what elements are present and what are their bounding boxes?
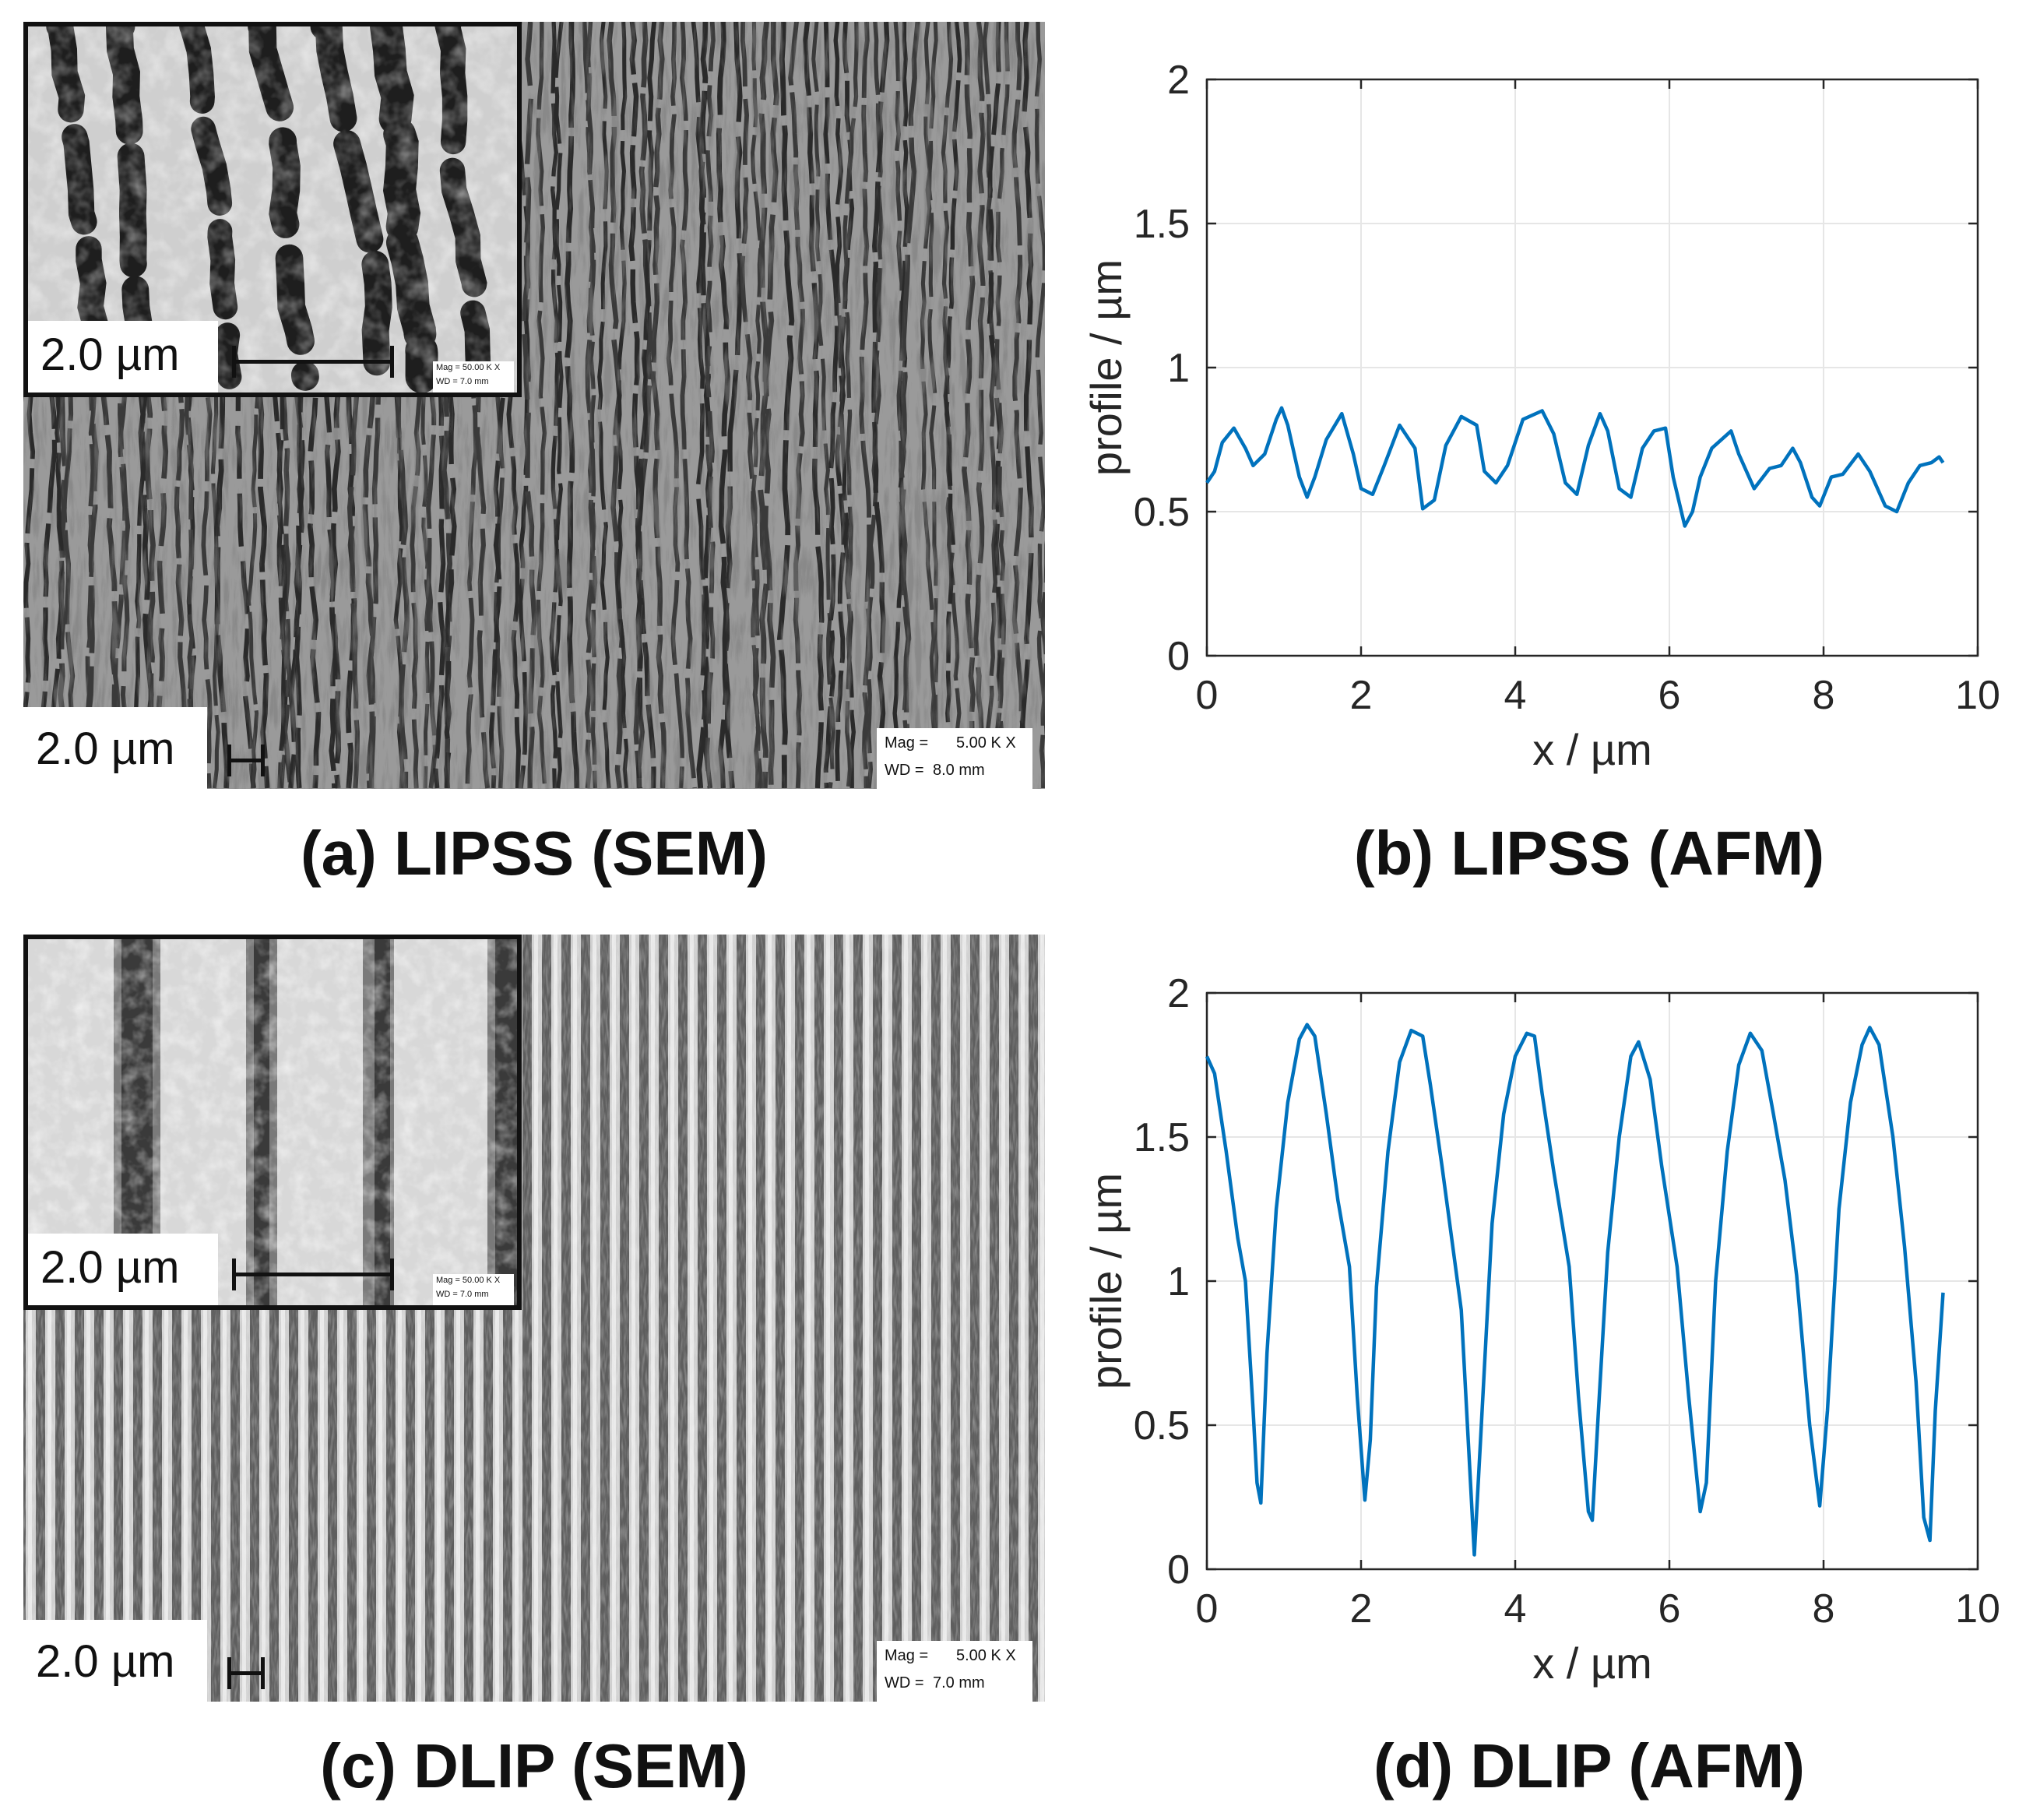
- x-tick-label: 6: [1658, 1586, 1681, 1632]
- inset-meta-box: [433, 361, 514, 393]
- caption-b: (b) LIPSS (AFM): [1353, 818, 1825, 888]
- main-scale-box: [23, 1620, 207, 1702]
- main-meta-wd-value: 8.0 mm: [933, 762, 985, 779]
- y-tick-label: 2: [1167, 58, 1190, 103]
- y-tick-label: 1: [1167, 1259, 1190, 1304]
- inset-meta-box: [433, 1274, 514, 1305]
- y-axis-label: profile / µm: [1082, 1173, 1131, 1389]
- main-meta-wd-label: WD =: [885, 762, 924, 779]
- x-tick-label: 8: [1813, 1586, 1835, 1632]
- caption-d: (d) DLIP (AFM): [1374, 1731, 1805, 1801]
- inset-meta-wd: WD = 7.0 mm: [436, 377, 489, 386]
- inset-meta-mag: Mag = 50.00 K X: [436, 363, 501, 372]
- y-axis-label: profile / µm: [1082, 259, 1131, 476]
- x-tick-label: 2: [1350, 1586, 1373, 1632]
- main-meta-mag-label: Mag =: [885, 1647, 929, 1664]
- x-tick-label: 4: [1504, 673, 1527, 718]
- x-axis-label: x / µm: [1532, 725, 1652, 774]
- x-tick-label: 2: [1350, 673, 1373, 718]
- x-tick-label: 0: [1196, 1586, 1219, 1632]
- profile-line: [1205, 1023, 1945, 1557]
- y-tick-label: 0.5: [1134, 1403, 1190, 1449]
- main-meta-box: [877, 728, 1032, 789]
- inset-scale-bar: [232, 346, 394, 378]
- x-tick-label: 10: [1955, 1586, 2000, 1632]
- main-meta-box: [877, 1641, 1032, 1702]
- main-meta-wd-label: WD =: [885, 1674, 924, 1692]
- y-tick-label: 0.5: [1134, 490, 1190, 535]
- x-axis-label: x / µm: [1532, 1639, 1652, 1688]
- main-scale-label: 2.0 µm: [36, 723, 175, 774]
- main-meta-mag-value: 5.00 K X: [956, 734, 1016, 752]
- y-tick-label: 0: [1167, 634, 1190, 679]
- profile-line: [1205, 406, 1945, 528]
- x-tick-label: 10: [1955, 673, 2000, 718]
- inset-scale-bar: [232, 1259, 394, 1290]
- x-tick-label: 0: [1196, 673, 1219, 718]
- caption-a: (a) LIPSS (SEM): [300, 818, 769, 888]
- inset-meta-wd: WD = 7.0 mm: [436, 1290, 489, 1299]
- main-scale-bar: [227, 1657, 265, 1689]
- main-scale-box: [23, 707, 207, 789]
- y-tick-label: 1.5: [1134, 202, 1190, 247]
- x-tick-label: 4: [1504, 1586, 1527, 1632]
- main-scale-bar: [227, 745, 265, 776]
- sem-inset-texture-dlip: [28, 939, 517, 1305]
- inset-scale-label: 2.0 µm: [40, 329, 180, 380]
- main-meta-mag-label: Mag =: [885, 734, 929, 752]
- main-meta-mag-value: 5.00 K X: [956, 1647, 1016, 1664]
- main-meta-wd-value: 7.0 mm: [933, 1674, 985, 1692]
- inset-scale-box: [28, 321, 218, 393]
- x-tick-label: 8: [1813, 673, 1835, 718]
- inset-meta-mag: Mag = 50.00 K X: [436, 1276, 501, 1285]
- inset-scale-label: 2.0 µm: [40, 1242, 180, 1293]
- x-tick-label: 6: [1658, 673, 1681, 718]
- y-tick-label: 2: [1167, 971, 1190, 1016]
- y-tick-label: 1: [1167, 346, 1190, 391]
- inset-scale-box: [28, 1234, 218, 1305]
- sem-inset-lipss: 2.0 µm Mag = 50.00 K X WD = 7.0 mm: [23, 22, 522, 397]
- main-scale-label: 2.0 µm: [36, 1636, 175, 1687]
- y-tick-label: 1.5: [1134, 1115, 1190, 1160]
- chart-lipss-afm: 0 2 4 6 8 10 0 0.5 1 1.5 2 x / µm profile / µm: [1082, 58, 2000, 774]
- sem-inset-dlip: 2.0 µm Mag = 50.00 K X WD = 7.0 mm: [23, 935, 522, 1310]
- y-tick-label: 0: [1167, 1547, 1190, 1593]
- caption-c: (c) DLIP (SEM): [320, 1731, 748, 1801]
- chart-dlip-afm: 0 2 4 6 8 10 0 0.5 1 1.5 2 x / µm profile / µm: [1082, 971, 2000, 1688]
